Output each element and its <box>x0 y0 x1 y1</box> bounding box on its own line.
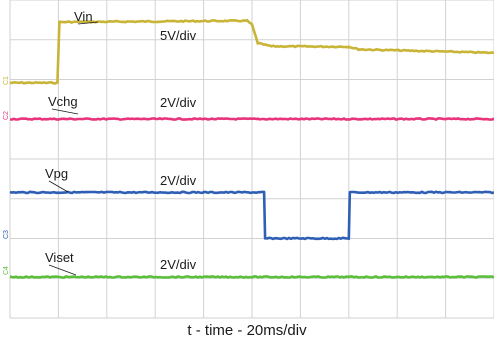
trace-vchg <box>10 117 494 121</box>
label-leader-line <box>77 21 99 25</box>
trace-vpg <box>9 190 494 241</box>
label-leader-line <box>48 264 77 276</box>
scale-label-vchg: 2V/div <box>160 95 197 110</box>
trace-viset <box>9 275 494 279</box>
channel-marker-c1: C1 <box>3 76 10 85</box>
time-axis-label: t - time - 20ms/div <box>187 322 307 339</box>
channel-marker-c3: C3 <box>3 230 10 239</box>
label-leader-line <box>48 180 69 193</box>
trace-label-vpg: Vpg <box>45 166 68 181</box>
channel-marker-c2: C2 <box>3 111 10 120</box>
scale-label-vpg: 2V/div <box>160 173 197 188</box>
graticule-grid <box>9 0 494 319</box>
scale-label-vin: 5V/div <box>160 28 197 43</box>
trace-label-vin: Vin <box>74 9 93 24</box>
trace-label-viset: Viset <box>45 250 74 265</box>
trace-label-group: C1 Vin 5V/div C2 Vchg 2V/div C3 Vpg 2V/div C4 Vise… <box>3 9 197 276</box>
trace-vin <box>9 18 494 85</box>
trace-group <box>9 18 494 279</box>
scale-label-viset: 2V/div <box>160 257 197 272</box>
label-leader-line <box>51 108 79 115</box>
channel-marker-c4: C4 <box>3 266 10 275</box>
trace-label-vchg: Vchg <box>48 94 78 109</box>
